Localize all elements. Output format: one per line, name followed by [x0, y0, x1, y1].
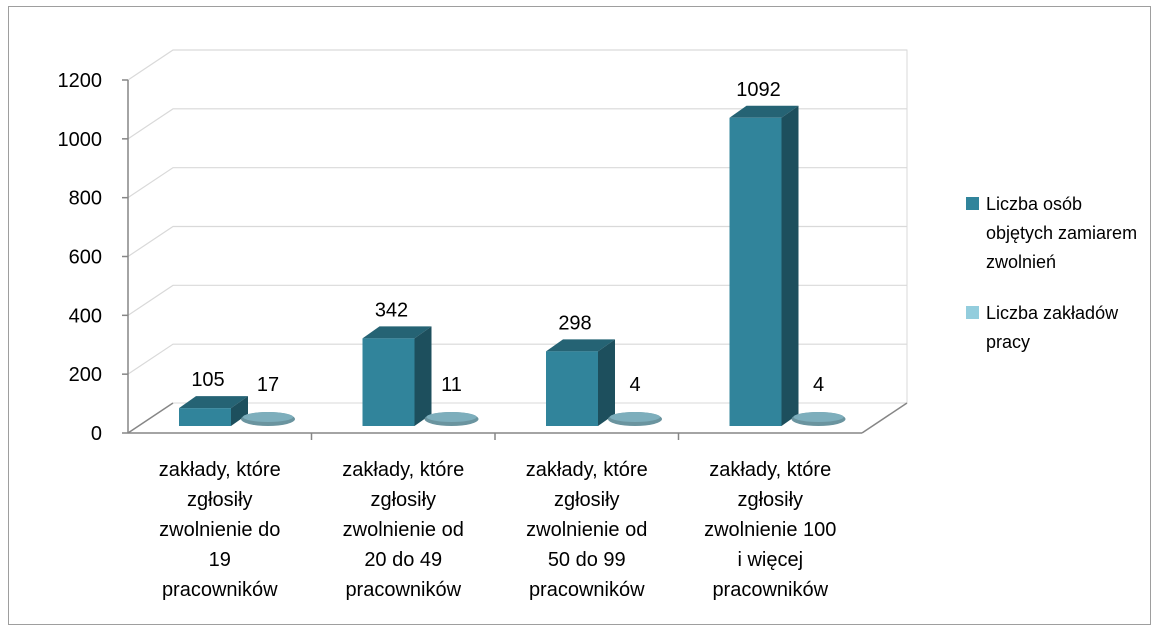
- bar-series-2: [241, 412, 295, 426]
- x-tick-label: zakłady, które zgłosiły zwolnienie od 20…: [342, 459, 465, 601]
- data-label-series-2: 4: [629, 374, 640, 396]
- bar-series-1: [546, 339, 615, 426]
- y-tick-label: 600: [69, 247, 102, 269]
- y-tick-label: 200: [69, 364, 102, 386]
- gridline: [127, 225, 907, 257]
- bar-front-face: [362, 338, 415, 426]
- legend-swatch-series-2: [966, 306, 979, 319]
- x-tick-label: zakłady, które zgłosiły zwolnienie od 50…: [525, 459, 648, 601]
- data-label-series-2: 4: [813, 374, 824, 396]
- bar-side-face: [598, 339, 615, 426]
- bar-front-face: [546, 351, 598, 426]
- gridline: [127, 167, 907, 199]
- legend-swatch-series-1: [966, 197, 979, 210]
- x-tick-label: zakłady, które zgłosiły zwolnienie 100 i…: [704, 459, 837, 601]
- y-tick-label: 1000: [58, 129, 103, 151]
- bar-series-2: [791, 412, 846, 426]
- bar-top-face: [546, 339, 615, 352]
- data-label-series-2: 11: [441, 374, 462, 396]
- data-label-series-1: 342: [375, 299, 408, 321]
- y-tick-label: 1200: [58, 70, 103, 92]
- legend-label-series-2: Liczba zakładów pracy: [986, 303, 1119, 352]
- legend: Liczba osób objętych zamiarem zwolnień L…: [966, 190, 1156, 379]
- gridline: [127, 49, 907, 81]
- bar-marker-top: [793, 412, 844, 422]
- x-tick-label: zakłady, które zgłosiły zwolnienie do 19…: [158, 459, 281, 601]
- data-label-series-1: 1092: [736, 79, 781, 101]
- floor-left-edge: [127, 402, 174, 434]
- y-tick-label: 800: [69, 188, 102, 210]
- bar-series-2: [424, 412, 479, 426]
- y-tick-label: 400: [69, 305, 102, 327]
- bar-side-face: [231, 396, 248, 426]
- legend-item-series-1: Liczba osób objętych zamiarem zwolnień: [966, 190, 1156, 277]
- bar-series-1: [362, 326, 432, 426]
- floor-right-edge: [861, 402, 908, 434]
- bar-front-face: [179, 408, 231, 426]
- data-label-series-2: 17: [257, 374, 279, 396]
- data-label-series-1: 105: [191, 369, 224, 391]
- legend-item-series-2: Liczba zakładów pracy: [966, 299, 1156, 357]
- bar-series-1: [729, 105, 799, 427]
- bar-top-face: [362, 326, 432, 339]
- bar-side-face: [414, 326, 432, 426]
- bar-top-face: [729, 105, 799, 118]
- bar-top-face: [179, 396, 248, 409]
- bar-side-face: [781, 105, 799, 427]
- gridline: [127, 284, 907, 316]
- bar-marker-top: [426, 412, 477, 422]
- bar-series-2: [608, 412, 662, 426]
- gridline: [127, 108, 907, 140]
- bar-marker-top: [243, 412, 293, 422]
- legend-label-series-1: Liczba osób objętych zamiarem zwolnień: [986, 194, 1138, 272]
- bar-series-1: [179, 396, 248, 426]
- y-tick-label: 0: [91, 423, 102, 445]
- gridline: [127, 343, 907, 375]
- bar-front-face: [729, 117, 782, 427]
- data-label-series-1: 298: [558, 312, 591, 334]
- bar-marker-top: [610, 412, 660, 422]
